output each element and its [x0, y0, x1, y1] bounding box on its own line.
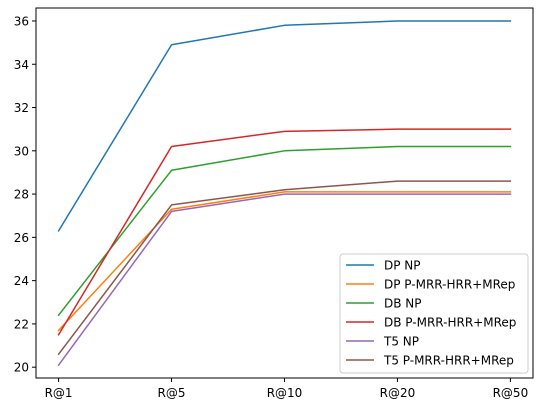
series-line-5 — [57, 180, 512, 356]
y-tick-label: 32 — [14, 101, 29, 115]
series-line-2 — [57, 145, 512, 317]
y-tick-label: 20 — [14, 361, 29, 375]
y-tick-label: 28 — [14, 188, 29, 202]
x-tick-label: R@5 — [158, 386, 186, 400]
series-lines — [57, 20, 512, 367]
legend-box — [339, 253, 529, 374]
y-tick-label: 24 — [14, 274, 29, 288]
legend-label: DP P-MRR-HRR+MRep — [384, 278, 515, 292]
legend-label: DB P-MRR-HRR+MRep — [384, 316, 516, 330]
series-line-1 — [57, 191, 512, 332]
series-line-4 — [57, 193, 512, 367]
series-line-3 — [57, 128, 512, 336]
y-tick-label: 34 — [14, 58, 29, 72]
x-axis: R@1 R@5 R@10 R@20 R@50 — [45, 378, 529, 400]
legend: DP NP DP P-MRR-HRR+MRep DB NP DB P-MRR-HRR+… — [339, 253, 529, 374]
plot-area-frame — [35, 7, 534, 379]
y-tick-label: 26 — [14, 231, 29, 245]
x-tick-label: R@50 — [493, 386, 529, 400]
legend-label: T5 P-MRR-HRR+MRep — [383, 354, 514, 368]
y-tick-label: 36 — [14, 14, 29, 28]
legend-label: DB NP — [384, 297, 422, 311]
x-tick-label: R@20 — [380, 386, 416, 400]
legend-label: DP NP — [384, 259, 421, 273]
series-line-0 — [57, 20, 512, 232]
y-tick-label: 22 — [14, 317, 29, 331]
x-tick-label: R@10 — [267, 386, 303, 400]
y-axis: 20 22 24 26 28 30 32 34 36 — [14, 14, 36, 375]
y-tick-label: 30 — [14, 144, 29, 158]
x-tick-label: R@1 — [45, 386, 73, 400]
legend-label: T5 NP — [383, 335, 419, 349]
